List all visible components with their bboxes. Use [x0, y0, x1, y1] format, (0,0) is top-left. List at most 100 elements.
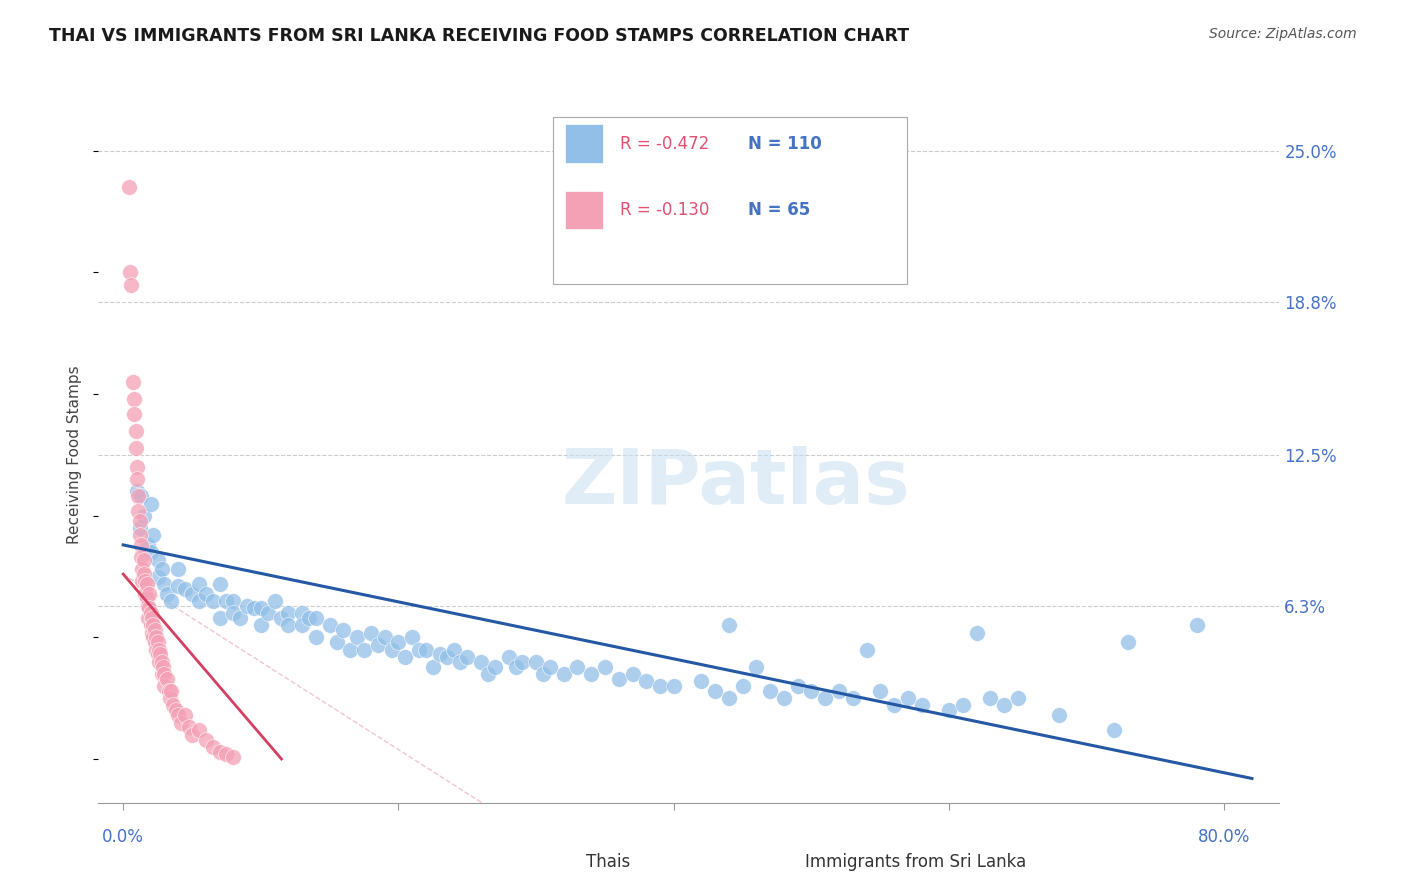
Point [194, 732, 217, 747]
Point [222, 594, 245, 608]
Text: Immigrants from Sri Lanka: Immigrants from Sri Lanka [804, 853, 1026, 871]
Point [141, 625, 163, 640]
Point [593, 659, 616, 673]
Point [717, 618, 740, 632]
Point [360, 625, 382, 640]
Point [187, 594, 209, 608]
Point [128, 521, 150, 535]
Point [142, 631, 165, 645]
Point [250, 601, 273, 615]
Point [135, 591, 157, 606]
Point [138, 586, 160, 600]
Point [142, 618, 165, 632]
Point [1007, 691, 1029, 706]
Point [773, 691, 796, 706]
Point [167, 708, 190, 723]
Point [150, 562, 173, 576]
Point [236, 599, 259, 613]
Bar [565, 124, 603, 162]
Point [318, 618, 340, 632]
Point [731, 679, 754, 693]
Point [993, 698, 1015, 713]
Text: 80.0%: 80.0% [1198, 828, 1250, 846]
Point [167, 579, 190, 593]
Point [538, 659, 561, 673]
Point [129, 489, 152, 503]
Point [134, 586, 156, 600]
Point [869, 684, 891, 698]
Point [531, 666, 554, 681]
Point [159, 691, 181, 706]
Point [139, 497, 162, 511]
Point [291, 606, 314, 620]
Point [828, 684, 851, 698]
Text: Thais: Thais [586, 853, 630, 871]
Point [208, 611, 231, 625]
Point [422, 659, 444, 673]
Bar [547, 845, 576, 880]
Point [524, 655, 547, 669]
Point [332, 623, 354, 637]
Point [146, 648, 169, 662]
Point [367, 638, 389, 652]
Point [118, 180, 141, 194]
Point [129, 550, 152, 565]
Point [146, 569, 169, 583]
Text: Source: ZipAtlas.com: Source: ZipAtlas.com [1209, 27, 1357, 41]
Point [194, 586, 217, 600]
Point [979, 691, 1001, 706]
Point [153, 577, 176, 591]
Point [120, 265, 142, 279]
Point [786, 679, 808, 693]
Point [910, 698, 932, 713]
Point [381, 642, 404, 657]
Point [291, 618, 314, 632]
Point [143, 623, 166, 637]
Point [800, 684, 823, 698]
Point [243, 601, 266, 615]
Point [842, 691, 865, 706]
Point [256, 606, 278, 620]
Point [394, 649, 416, 664]
Point [277, 606, 299, 620]
Point [136, 611, 159, 625]
Point [156, 672, 179, 686]
Point [717, 691, 740, 706]
Point [145, 642, 167, 657]
Point [477, 666, 499, 681]
Point [143, 635, 166, 649]
Point [215, 747, 238, 761]
Point [127, 504, 149, 518]
Point [132, 567, 155, 582]
Point [139, 545, 162, 559]
Point [883, 698, 905, 713]
Point [181, 728, 204, 742]
Text: R = -0.130: R = -0.130 [620, 201, 710, 219]
Point [125, 460, 148, 475]
Point [162, 698, 184, 713]
Point [160, 684, 183, 698]
Point [125, 472, 148, 486]
Point [339, 642, 361, 657]
Point [174, 582, 197, 596]
Point [938, 703, 960, 717]
Point [215, 594, 238, 608]
Point [187, 577, 209, 591]
Point [662, 679, 685, 693]
Point [553, 666, 575, 681]
Point [187, 723, 209, 737]
Point [305, 631, 328, 645]
Point [160, 594, 183, 608]
Point [270, 611, 292, 625]
Point [132, 552, 155, 566]
Point [165, 703, 187, 717]
Text: N = 110: N = 110 [748, 135, 821, 153]
Point [229, 611, 252, 625]
Point [745, 659, 768, 673]
Point [145, 631, 167, 645]
Point [179, 720, 201, 734]
Point [250, 618, 273, 632]
Bar [565, 191, 603, 229]
Point [138, 601, 160, 615]
Point [122, 407, 145, 421]
